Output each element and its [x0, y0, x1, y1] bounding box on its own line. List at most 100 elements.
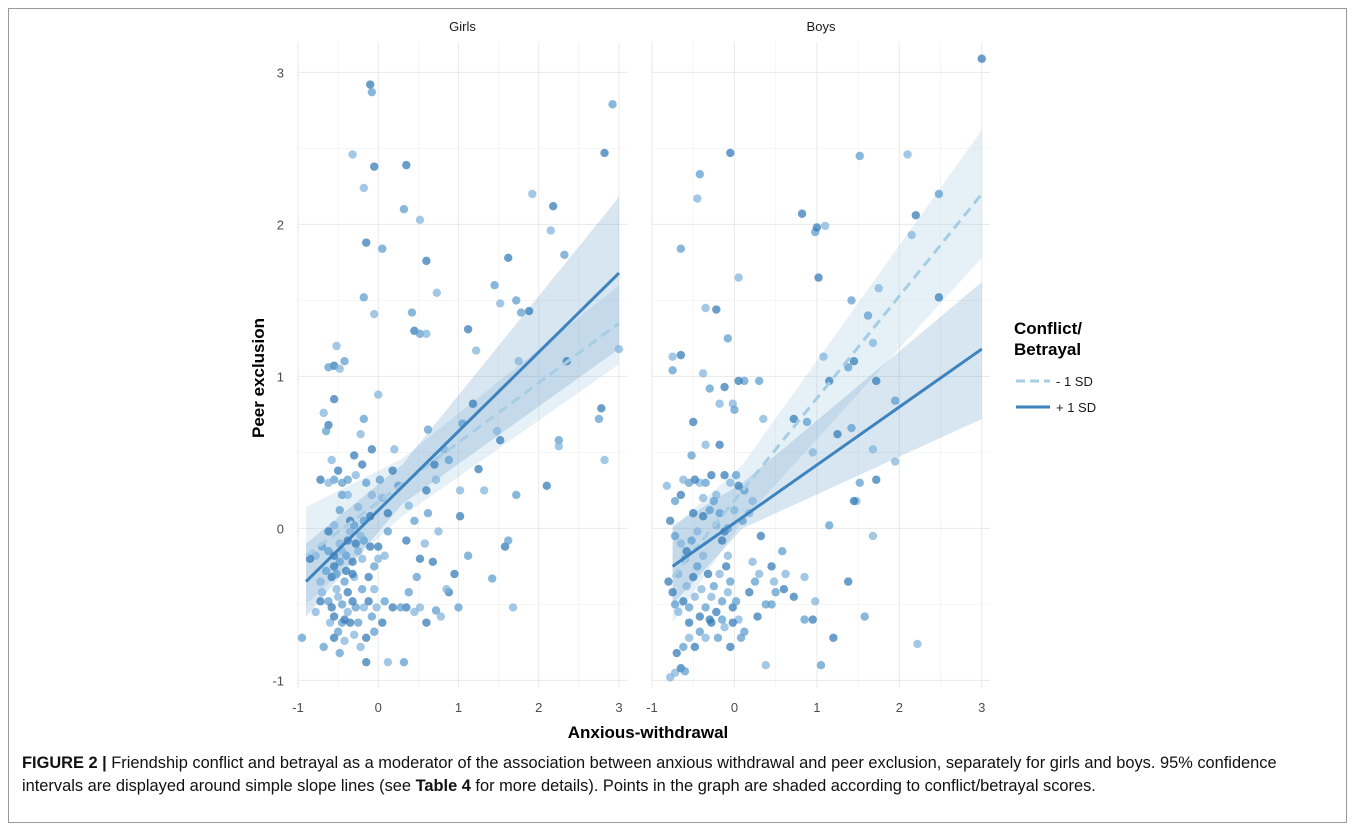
data-point [356, 642, 365, 652]
data-point [676, 244, 686, 253]
data-point [672, 648, 681, 658]
data-point [600, 148, 609, 158]
x-tick-label: 3 [978, 700, 985, 715]
data-point [492, 426, 502, 436]
data-point [703, 569, 713, 579]
data-point [348, 569, 357, 579]
x-tick-label: 1 [455, 700, 462, 715]
data-point [351, 471, 360, 480]
data-point [504, 536, 513, 545]
data-point [378, 244, 387, 253]
data-point [337, 600, 347, 609]
data-point [349, 630, 359, 639]
data-point [512, 296, 521, 305]
data-point [319, 408, 328, 418]
data-point [907, 230, 916, 240]
data-point [431, 475, 441, 484]
data-point [321, 426, 331, 436]
data-point [357, 585, 367, 594]
y-tick-label: 0 [277, 521, 284, 536]
data-point [726, 577, 735, 586]
data-point [335, 364, 344, 373]
data-point [341, 566, 351, 576]
data-point [676, 350, 686, 360]
data-point [410, 607, 419, 617]
data-point [474, 464, 483, 474]
data-point [695, 612, 705, 621]
data-point [600, 455, 609, 465]
data-point [695, 627, 705, 636]
x-tick-label: 1 [813, 700, 820, 715]
data-point [767, 600, 776, 609]
data-point [542, 481, 551, 491]
data-point [679, 475, 688, 484]
data-point [345, 527, 355, 536]
data-point [712, 607, 721, 617]
data-point [721, 562, 731, 571]
data-point [863, 311, 873, 320]
data-point [689, 572, 698, 582]
figure-caption: FIGURE 2 | Friendship conflict and betra… [22, 752, 1342, 798]
data-point [676, 490, 686, 500]
y-tick-label: 2 [277, 217, 284, 232]
data-point [415, 554, 425, 563]
data-point [682, 581, 691, 591]
data-point [874, 284, 883, 293]
data-point [670, 496, 680, 506]
data-point [720, 382, 729, 392]
data-point [329, 562, 339, 571]
x-axis-title: Anxious-withdrawal [568, 723, 729, 742]
caption-text-after: for more details). Points in the graph a… [470, 777, 1096, 795]
data-point [665, 516, 675, 525]
data-point [726, 478, 735, 487]
data-point [705, 505, 714, 515]
data-point [872, 376, 881, 386]
data-point [687, 451, 696, 460]
y-tick-label: 1 [277, 369, 284, 384]
data-point [890, 457, 900, 466]
data-point [362, 478, 371, 487]
data-point [684, 618, 694, 627]
data-point [442, 585, 451, 594]
data-point [554, 436, 563, 445]
data-point [844, 577, 853, 586]
data-point [364, 572, 373, 582]
data-point [388, 603, 397, 612]
data-point [664, 577, 673, 586]
data-point [614, 344, 624, 354]
data-point [734, 273, 743, 282]
data-point [670, 600, 680, 609]
data-point [720, 471, 729, 480]
data-point [362, 633, 371, 643]
data-point [800, 572, 809, 582]
data-point [697, 585, 706, 594]
data-point [701, 478, 710, 487]
data-point [324, 527, 333, 536]
data-point [695, 170, 705, 179]
data-point [731, 597, 741, 606]
data-point [333, 466, 343, 475]
data-point [665, 673, 675, 682]
data-point [357, 460, 367, 469]
ci-band-minus-1sd [306, 285, 619, 605]
data-point [868, 531, 878, 541]
slope-line-plus-1sd [671, 347, 983, 568]
data-point [720, 623, 729, 632]
data-point [679, 642, 688, 652]
data-point [348, 597, 357, 606]
data-point [789, 592, 798, 601]
data-point [769, 577, 779, 586]
data-point [934, 189, 944, 199]
data-point [327, 455, 336, 465]
data-point [693, 527, 702, 536]
data-point [430, 460, 439, 469]
data-point [422, 256, 431, 266]
data-point [367, 612, 377, 621]
data-point [329, 395, 339, 404]
legend: Conflict/ Betrayal - 1 SD + 1 SD [1014, 319, 1096, 415]
data-point [463, 551, 473, 560]
data-point [454, 603, 463, 612]
data-point [709, 581, 719, 591]
data-point [709, 496, 719, 506]
data-point [370, 309, 379, 319]
